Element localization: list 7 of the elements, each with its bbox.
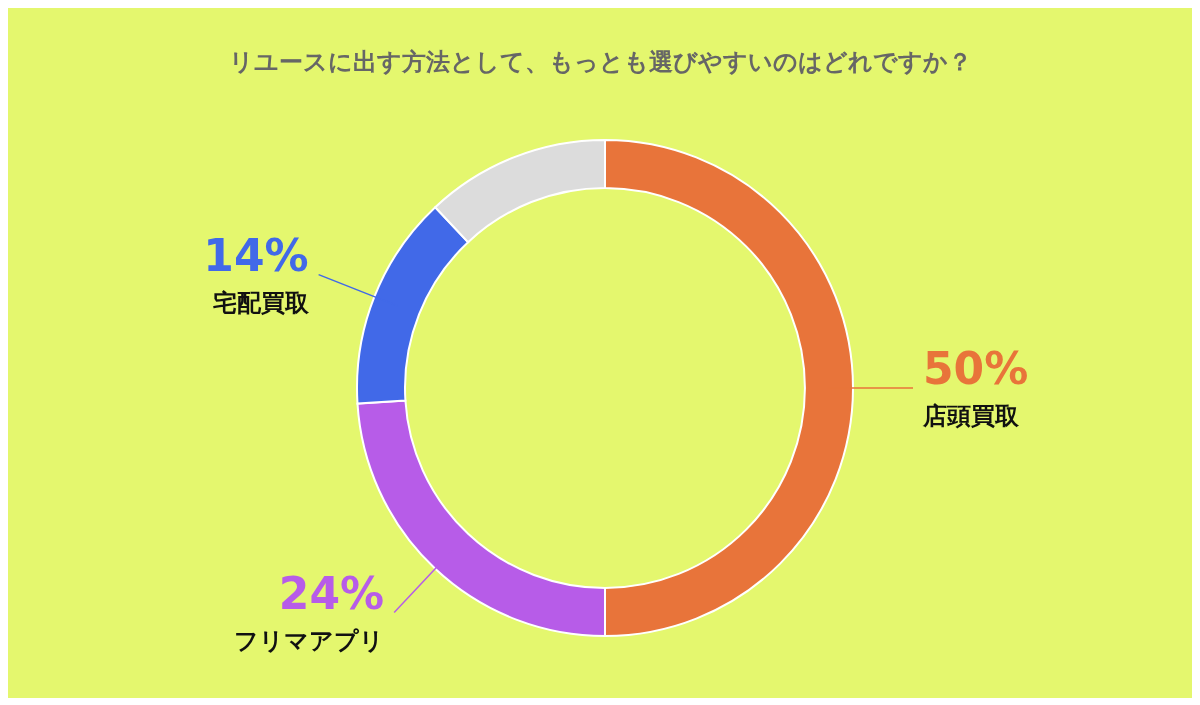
data-label: 50%	[923, 343, 1029, 394]
data-label: 24%	[278, 567, 385, 619]
chart-title: リユースに出す方法として、もっとも選びやすいのはどれですか？	[228, 48, 972, 76]
slice-label: 宅配買取	[212, 288, 310, 317]
slice-label: フリマアプリ	[234, 626, 385, 655]
slice-label: 店頭買取	[922, 402, 1020, 430]
data-label: 14%	[203, 229, 309, 281]
